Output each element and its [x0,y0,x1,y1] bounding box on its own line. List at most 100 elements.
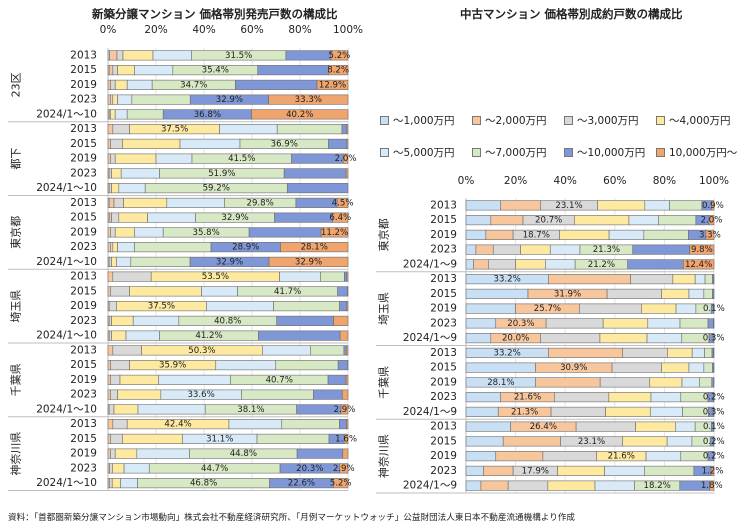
data-label: 53.5% [202,272,229,282]
bar-segment-new-2 [108,212,112,223]
legend-item-2: ～2,000万円 [472,113,547,128]
bar-segment-used-2 [548,274,631,285]
legend-label-4: ～4,000万円 [669,115,731,127]
bar-segment-used-2 [500,200,541,211]
bar-segment-new-3 [110,138,123,149]
data-label: 41.5% [228,154,255,164]
row-label: 2019 [70,153,97,165]
bar-segment-used-2 [485,229,514,240]
data-label: 5.2% [329,51,351,61]
row-label: 2019 [430,376,457,388]
bar-segment-new-7 [328,138,348,149]
data-label: 3.3% [699,230,721,240]
bar-segment-used-1 [465,333,492,344]
bar-segment-new-5 [114,109,128,120]
legend-label-2: ～2,000万円 [485,115,547,127]
bar-segment-used-5 [646,333,683,344]
row-label: 2015 [430,435,457,447]
bar-segment-used-6 [703,288,713,299]
bar-segment-new-3 [112,419,128,430]
bar-segment-new-2 [108,65,114,76]
bar-segment-used-1 [465,303,516,314]
data-label: 32.9% [295,257,322,267]
bar-segment-new-2 [107,345,114,356]
bar-segment-new-2 [107,242,111,253]
bar-segment-new-8 [345,168,349,179]
bar-segment-used-5 [594,480,635,491]
bar-segment-new-3 [108,301,117,312]
bar-segment-used-1 [465,288,529,299]
row-label: 2023 [70,94,97,106]
bar-segment-new-6 [310,345,345,356]
bar-segment-new-2 [108,197,115,208]
bar-segment-new-5 [219,124,278,135]
bar-segment-new-3 [110,94,114,105]
row-label: 2013 [70,344,97,356]
legend-item-5: ～5,000万円 [380,145,455,160]
bar-segment-new-3 [110,227,116,238]
bar-segment-new-3 [109,463,113,474]
bar-segment-new-4 [114,227,135,238]
bar-segment-new-7 [296,448,344,459]
bar-segment-used-5 [649,406,683,417]
bar-segment-new-8 [320,227,349,238]
bar-segment-used-6 [704,347,713,358]
row-label: 2023 [430,317,457,329]
bar-segment-used-3 [622,347,668,358]
bar-segment-new-6 [281,419,340,430]
data-label: 46.8% [190,479,217,489]
bar-segment-new-5 [215,360,277,371]
row-label: 2024/1～10 [36,330,97,342]
axis-tick-label: 20% [504,175,527,187]
bar-segment-new-4 [122,138,181,149]
bar-segment-new-3 [110,448,116,459]
bar-segment-new-5 [132,315,180,326]
row-label: 2023 [430,244,457,256]
row-label: 2013 [70,271,97,283]
bar-segment-new-3 [112,271,152,282]
bar-segment-used-4 [635,421,676,432]
bar-segment-new-2 [109,50,118,61]
group-label: 神奈川県 [9,432,23,476]
data-label: 30.9% [560,363,587,373]
bar-segment-new-8 [316,79,349,90]
group-label: 千葉県 [9,363,23,396]
data-label: 21.6% [514,393,541,403]
legend-swatch-5 [380,148,389,157]
bar-segment-new-5 [147,212,196,223]
bar-segment-used-4 [661,362,690,373]
bar-segment-new-7 [337,286,348,297]
row-label: 2015 [70,359,97,371]
bar-segment-used-4 [649,377,683,388]
row-label: 2023 [70,241,97,253]
data-label: 29.8% [247,198,274,208]
bar-segment-new-5 [134,227,164,238]
bar-segment-new-4 [111,478,121,489]
bar-segment-new-3 [112,65,118,76]
bar-segment-new-8 [251,109,349,120]
bar-segment-used-1 [465,465,484,476]
bar-segment-new-6 [320,271,345,282]
bar-segment-used-3 [575,421,636,432]
bar-segment-new-8 [346,345,349,356]
bar-segment-new-4 [114,448,138,459]
data-label: 18.7% [523,230,550,240]
data-label: 28.1% [301,243,328,253]
row-label: 2024/1～9 [403,406,457,418]
data-label: 0.3% [703,334,725,344]
bar-segment-used-8 [705,229,715,240]
bar-segment-used-6 [699,377,713,388]
row-label: 2013 [70,49,97,61]
bar-segment-new-4 [129,286,202,297]
data-label: 20.0% [502,334,529,344]
row-label: 2015 [430,288,457,300]
bar-segment-new-5 [126,79,153,90]
legend-item-1: ～1,000万円 [380,113,455,128]
bar-segment-used-6 [669,200,703,211]
bar-segment-new-4 [111,330,127,341]
bar-segment-used-1 [465,451,497,462]
data-label: 33.3% [295,95,322,105]
data-label: 23.1% [578,437,605,447]
data-label: 35.9% [159,361,186,371]
row-label: 2019 [70,226,97,238]
